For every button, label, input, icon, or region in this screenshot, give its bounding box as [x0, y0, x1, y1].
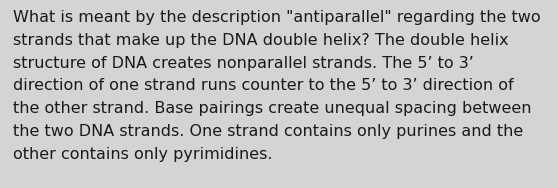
Text: direction of one strand runs counter to the 5’ to 3’ direction of: direction of one strand runs counter to …	[13, 78, 513, 93]
Text: other contains only pyrimidines.: other contains only pyrimidines.	[13, 147, 272, 162]
Text: strands that make up the DNA double helix? The double helix: strands that make up the DNA double heli…	[13, 33, 509, 48]
Text: structure of DNA creates nonparallel strands. The 5’ to 3’: structure of DNA creates nonparallel str…	[13, 56, 474, 71]
Text: the two DNA strands. One strand contains only purines and the: the two DNA strands. One strand contains…	[13, 124, 523, 139]
Text: the other strand. Base pairings create unequal spacing between: the other strand. Base pairings create u…	[13, 101, 532, 116]
Text: What is meant by the description "antiparallel" regarding the two: What is meant by the description "antipa…	[13, 10, 541, 25]
